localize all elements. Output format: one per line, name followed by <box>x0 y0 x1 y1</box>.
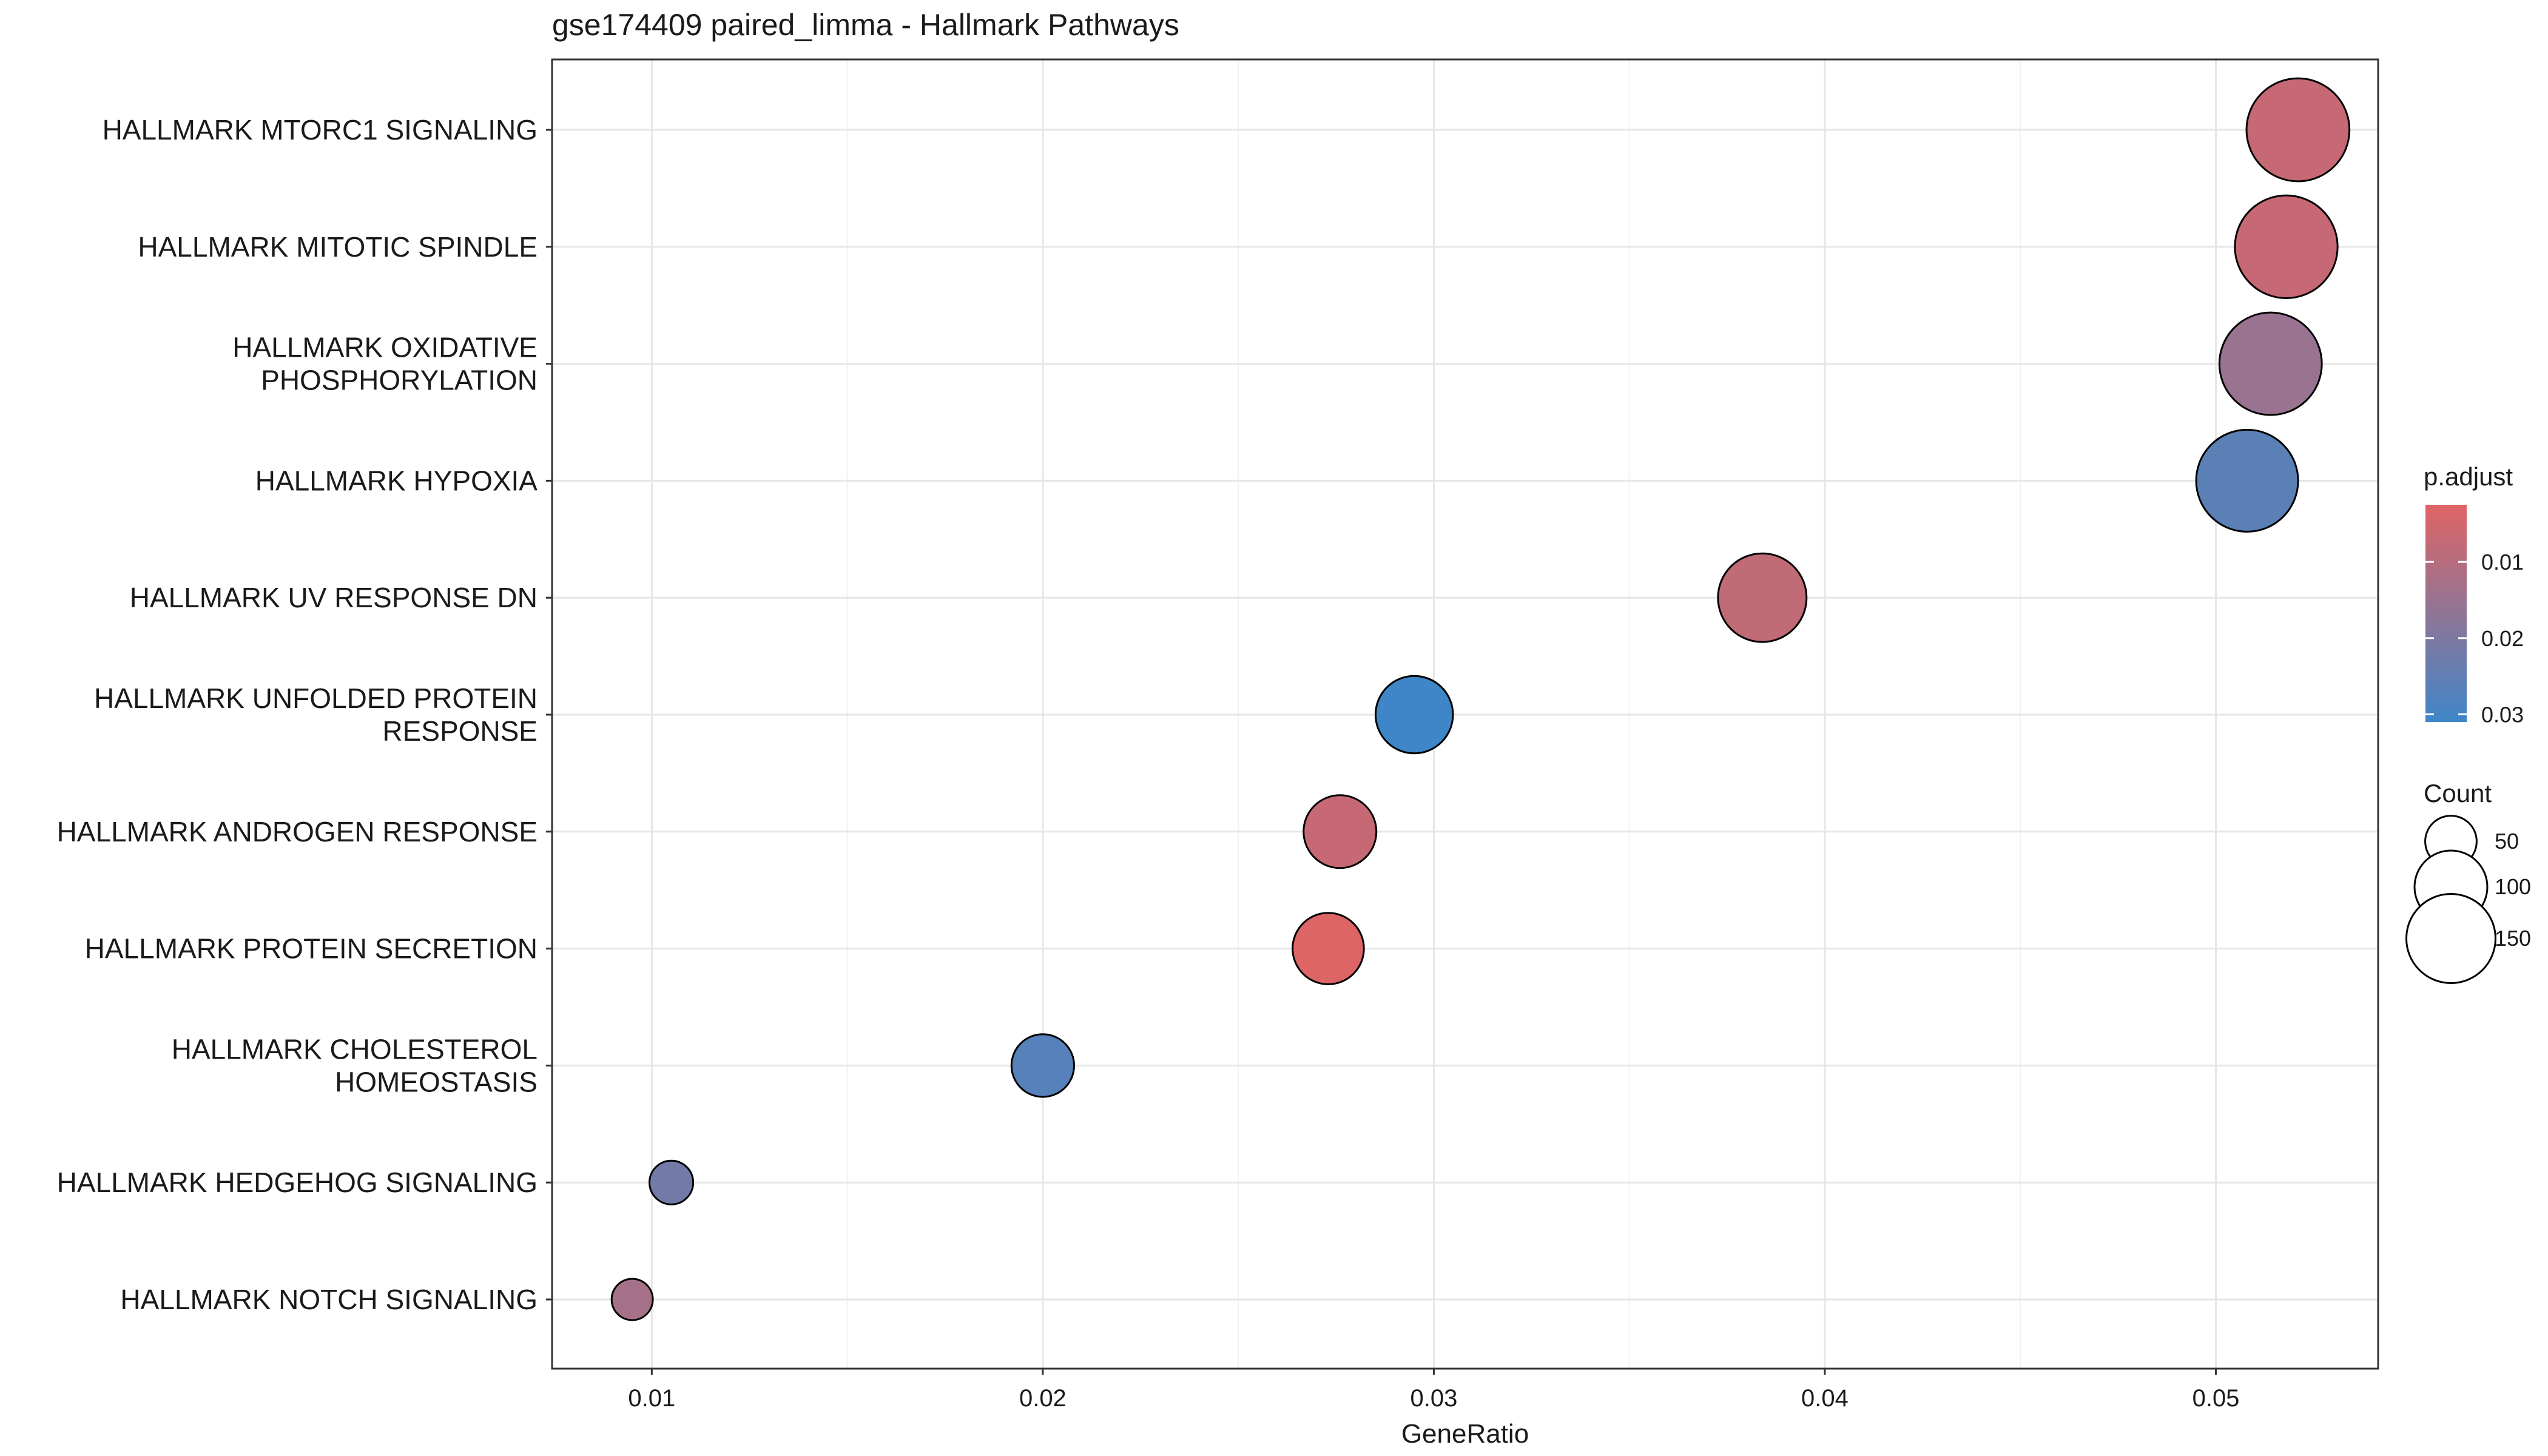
data-point <box>2218 311 2323 416</box>
data-point <box>1374 675 1454 755</box>
data-point <box>2245 77 2351 183</box>
size-legend-title: Count <box>2424 779 2492 807</box>
x-tick-label: 0.02 <box>1019 1385 1067 1412</box>
color-legend-label: 0.03 <box>2481 702 2524 727</box>
y-tick-label: HALLMARK MTORC1 SIGNALING <box>103 114 538 146</box>
grid-lines <box>552 59 2378 1369</box>
y-tick-label: HOMEOSTASIS <box>335 1066 538 1097</box>
color-legend-title: p.adjust <box>2424 462 2513 491</box>
x-axis-title: GeneRatio <box>1401 1419 1529 1449</box>
color-legend-label: 0.01 <box>2481 550 2524 575</box>
y-tick-label: HALLMARK UNFOLDED PROTEIN <box>94 682 538 714</box>
y-tick-label: HALLMARK NOTCH SIGNALING <box>120 1284 538 1315</box>
data-point <box>2234 194 2339 299</box>
data-point <box>1303 794 1378 869</box>
y-tick-label: HALLMARK HYPOXIA <box>255 465 538 496</box>
y-tick-label: HALLMARK PROTEIN SECRETION <box>85 933 538 965</box>
y-tick-label: HALLMARK HEDGEHOG SIGNALING <box>57 1167 538 1198</box>
y-tick-label: HALLMARK ANDROGEN RESPONSE <box>57 816 538 848</box>
y-axis: HALLMARK MTORC1 SIGNALING HALLMARK MITOTI… <box>57 114 552 1315</box>
chart-title: gse174409 paired_limma - Hallmark Pathwa… <box>552 8 1179 42</box>
size-legend-label: 100 <box>2495 874 2531 899</box>
data-point <box>2195 428 2299 533</box>
x-tick-label: 0.03 <box>1410 1385 1458 1412</box>
color-legend-label: 0.02 <box>2481 626 2524 651</box>
y-tick-label: RESPONSE <box>382 715 538 747</box>
color-legend-bar <box>2425 505 2467 722</box>
x-tick-label: 0.05 <box>2192 1385 2240 1412</box>
x-tick-label: 0.01 <box>628 1385 675 1412</box>
x-axis: 0.01 0.02 0.03 0.04 0.05 <box>628 1369 2239 1412</box>
data-point <box>1010 1033 1076 1098</box>
data-point <box>649 1159 695 1205</box>
size-legend-label: 150 <box>2495 926 2531 951</box>
y-tick-label: HALLMARK UV RESPONSE DN <box>130 582 538 613</box>
data-point <box>1292 912 1365 985</box>
data-point <box>610 1278 654 1321</box>
y-tick-label: HALLMARK MITOTIC SPINDLE <box>138 231 538 263</box>
x-tick-label: 0.04 <box>1801 1385 1849 1412</box>
y-tick-label: HALLMARK CHOLESTEROL <box>172 1033 538 1065</box>
data-points <box>610 77 2351 1321</box>
size-legend-symbol <box>2405 893 2496 984</box>
y-tick-label: PHOSPHORYLATION <box>261 365 538 396</box>
data-point <box>1717 552 1808 643</box>
size-legend-label: 50 <box>2495 829 2519 854</box>
y-tick-label: HALLMARK OXIDATIVE <box>232 332 538 363</box>
